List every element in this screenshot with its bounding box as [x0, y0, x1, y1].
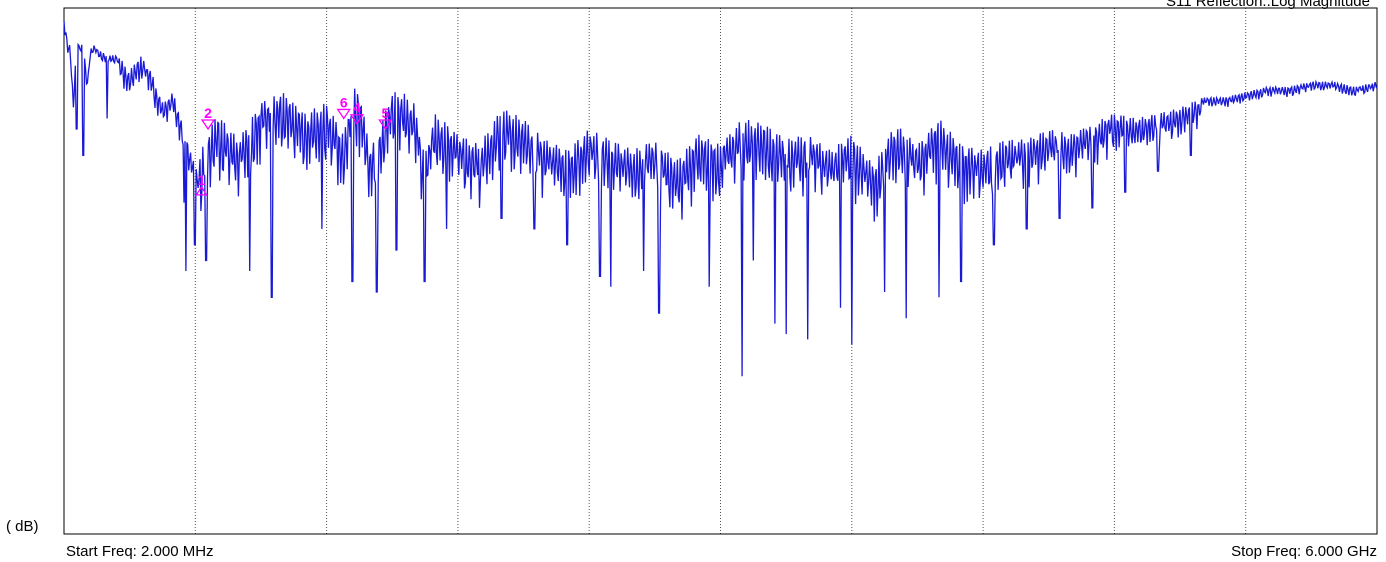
plot-frame: [63, 7, 1378, 535]
marker-symbol: [378, 119, 393, 131]
marker-symbol: [195, 185, 208, 196]
chart-title: S11 Reflection..Log Magnitude: [1166, 0, 1370, 10]
marker-symbol: [349, 114, 365, 125]
start-freq-label: Start Freq: 2.000 MHz: [66, 543, 214, 560]
marker-label: 5: [381, 105, 389, 121]
stop-freq-label: Stop Freq: 6.000 GHz: [1231, 543, 1377, 560]
marker-group: 1 2 6 4 5: [195, 94, 393, 196]
marker-4: 4: [349, 100, 365, 125]
marker-symbol: [336, 108, 351, 120]
marker-label: 4: [353, 100, 361, 116]
marker-2: 2: [200, 105, 216, 131]
trace-line: [63, 20, 1378, 377]
marker-label: 6: [340, 94, 348, 110]
marker-5: 5: [378, 105, 393, 131]
trace-group: [63, 20, 1378, 377]
marker-symbol: [200, 119, 216, 131]
y-axis-label: ( dB): [6, 518, 39, 535]
marker-6: 6: [336, 94, 351, 120]
marker-label: 1: [198, 172, 206, 188]
marker-1: 1: [195, 172, 208, 196]
marker-label: 2: [204, 105, 212, 121]
